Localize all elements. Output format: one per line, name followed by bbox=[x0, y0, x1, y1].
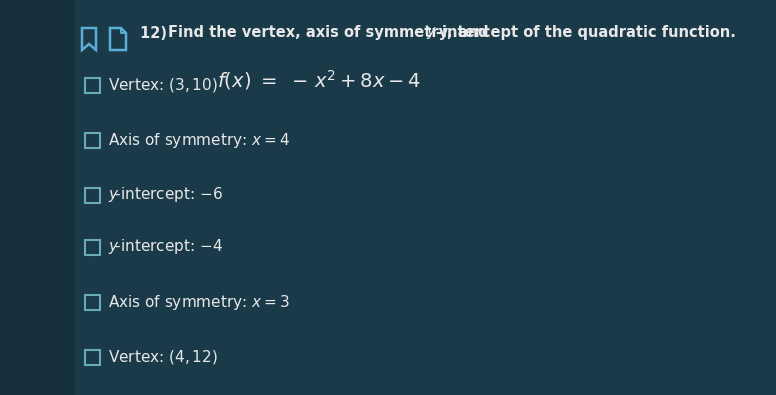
Text: 12): 12) bbox=[140, 26, 172, 41]
Text: Axis of symmetry: $x = 4$: Axis of symmetry: $x = 4$ bbox=[108, 130, 290, 149]
Text: -intercept of the quadratic function.: -intercept of the quadratic function. bbox=[436, 26, 736, 41]
Bar bbox=[0, 0, 75, 395]
Text: Axis of symmetry: $x = 3$: Axis of symmetry: $x = 3$ bbox=[108, 293, 289, 312]
Text: Find the vertex, axis of symmetry, and: Find the vertex, axis of symmetry, and bbox=[168, 26, 494, 41]
Text: $y\!$-intercept: $-4$: $y\!$-intercept: $-4$ bbox=[108, 237, 223, 256]
Text: $f(x)\ =\ -\,x^2 + 8x - 4$: $f(x)\ =\ -\,x^2 + 8x - 4$ bbox=[217, 68, 421, 92]
Text: $\mathit{y}$: $\mathit{y}$ bbox=[426, 25, 437, 41]
Text: $y\!$-intercept: $-6$: $y\!$-intercept: $-6$ bbox=[108, 186, 223, 205]
Text: Vertex: $(3, 10)$: Vertex: $(3, 10)$ bbox=[108, 76, 218, 94]
Text: Vertex: $(4, 12)$: Vertex: $(4, 12)$ bbox=[108, 348, 218, 366]
